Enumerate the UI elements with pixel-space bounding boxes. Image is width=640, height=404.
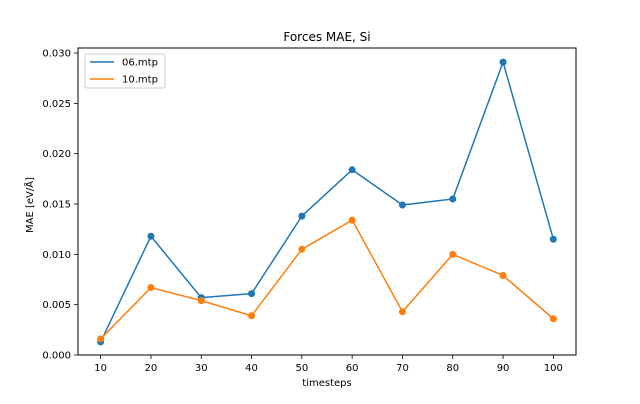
data-point (549, 315, 557, 323)
legend-label: 10.mtp (122, 75, 158, 86)
y-tick-label: 0.025 (42, 99, 71, 110)
data-point (348, 216, 356, 224)
x-tick-label: 50 (295, 363, 308, 374)
x-tick-label: 20 (145, 363, 158, 374)
data-point (298, 212, 306, 220)
y-tick-label: 0.015 (42, 200, 71, 211)
data-point (499, 58, 507, 66)
series-line (99, 219, 555, 340)
y-tick-label: 0.010 (42, 250, 71, 261)
legend-label: 06.mtp (122, 58, 158, 69)
data-point (449, 250, 457, 258)
data-point (499, 271, 507, 279)
data-point (197, 297, 205, 305)
legend: 06.mtp 10.mtp (84, 53, 166, 89)
series-line (99, 61, 555, 343)
data-point (549, 235, 557, 243)
x-tick-label: 90 (497, 363, 510, 374)
series-layer (97, 58, 557, 346)
chart-title: Forces MAE, Si (283, 30, 370, 44)
data-point (298, 245, 306, 253)
data-point (147, 232, 155, 240)
x-tick-label: 100 (544, 363, 563, 374)
x-tick-label: 80 (446, 363, 459, 374)
data-point (147, 284, 155, 292)
x-tick-label: 10 (94, 363, 107, 374)
x-tick-label: 30 (195, 363, 208, 374)
y-tick-label: 0.005 (42, 300, 71, 311)
data-point (97, 335, 105, 343)
x-tick-label: 40 (245, 363, 258, 374)
y-tick-label: 0.020 (42, 149, 71, 160)
plot-area-frame (77, 47, 577, 356)
x-axis-label: timesteps (302, 378, 351, 389)
data-point (449, 195, 457, 203)
x-tick-label: 70 (396, 363, 409, 374)
y-tick-label: 0.030 (42, 49, 71, 60)
x-axis-ticks: 10 20 30 40 50 60 70 80 90 100 (94, 355, 563, 374)
data-point (398, 308, 406, 316)
series-10-mtp (97, 216, 557, 343)
y-axis-ticks: 0.000 0.005 0.010 0.015 0.020 0.025 0.030 (42, 49, 78, 362)
y-axis-label: MAE [eV/Å] (23, 177, 36, 233)
data-point (348, 166, 356, 174)
y-tick-label: 0.000 (42, 351, 71, 362)
data-point (398, 201, 406, 209)
x-tick-label: 60 (346, 363, 359, 374)
data-point (248, 312, 256, 320)
data-point (248, 290, 256, 298)
series-06-mtp (97, 58, 557, 346)
